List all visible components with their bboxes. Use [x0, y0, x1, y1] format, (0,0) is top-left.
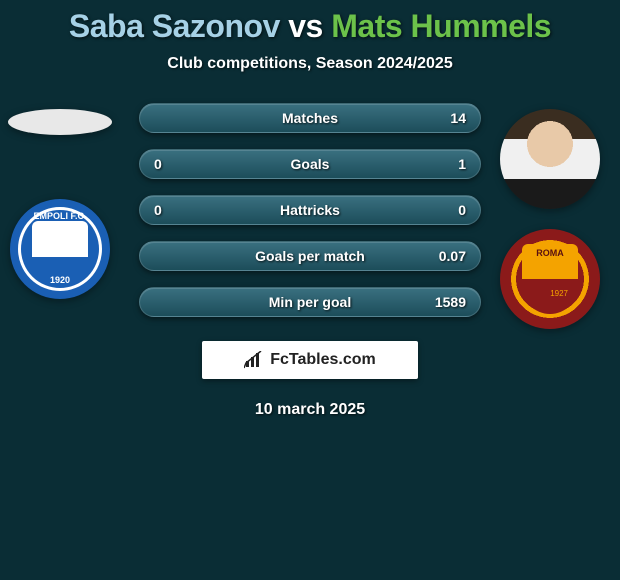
player1-club-badge: EMPOLI F.C. 1920 [10, 199, 110, 299]
player1-photo [8, 109, 112, 135]
stat-row: Min per goal 1589 [139, 287, 481, 317]
stat-right-value: 0.07 [430, 248, 466, 264]
player2-club-badge: ROMA 1927 [500, 229, 600, 329]
stat-row: 0 Goals 1 [139, 149, 481, 179]
stat-row: Goals per match 0.07 [139, 241, 481, 271]
player2-photo [500, 109, 600, 209]
date-label: 10 march 2025 [0, 401, 620, 419]
stat-left-value: 0 [154, 202, 190, 218]
stat-right-value: 1589 [430, 294, 466, 310]
comparison-title: Saba Sazonov vs Mats Hummels [0, 8, 620, 45]
stat-label: Hattricks [190, 202, 430, 218]
stat-left-value: 0 [154, 156, 190, 172]
player1-name: Saba Sazonov [69, 8, 280, 44]
stat-right-value: 14 [430, 110, 466, 126]
club-year-label: 1927 [550, 289, 568, 298]
brand-text: FcTables.com [270, 351, 376, 369]
club-year-label: 1920 [10, 275, 110, 285]
player1-column: EMPOLI F.C. 1920 [10, 109, 110, 299]
stats-list: Matches 14 0 Goals 1 0 Hattricks 0 Goals… [139, 103, 481, 317]
stat-label: Min per goal [190, 294, 430, 310]
brand-badge: FcTables.com [202, 341, 418, 379]
player2-column: ROMA 1927 [500, 109, 600, 329]
stat-right-value: 0 [430, 202, 466, 218]
player2-name: Mats Hummels [331, 8, 551, 44]
content-area: EMPOLI F.C. 1920 ROMA 1927 Matches 14 0 [0, 103, 620, 419]
stat-right-value: 1 [430, 156, 466, 172]
comparison-card: Saba Sazonov vs Mats Hummels Club compet… [0, 0, 620, 419]
stat-label: Goals per match [190, 248, 430, 264]
stat-row: Matches 14 [139, 103, 481, 133]
subtitle: Club competitions, Season 2024/2025 [0, 55, 620, 73]
bar-chart-icon [244, 351, 266, 369]
stat-label: Goals [190, 156, 430, 172]
badge-building-icon [32, 221, 88, 257]
club-name-label: EMPOLI F.C. [10, 211, 110, 221]
stat-row: 0 Hattricks 0 [139, 195, 481, 225]
badge-shield-icon: ROMA 1927 [522, 244, 578, 314]
vs-text: vs [288, 8, 323, 44]
stat-label: Matches [190, 110, 430, 126]
club-name-label: ROMA [522, 248, 578, 258]
